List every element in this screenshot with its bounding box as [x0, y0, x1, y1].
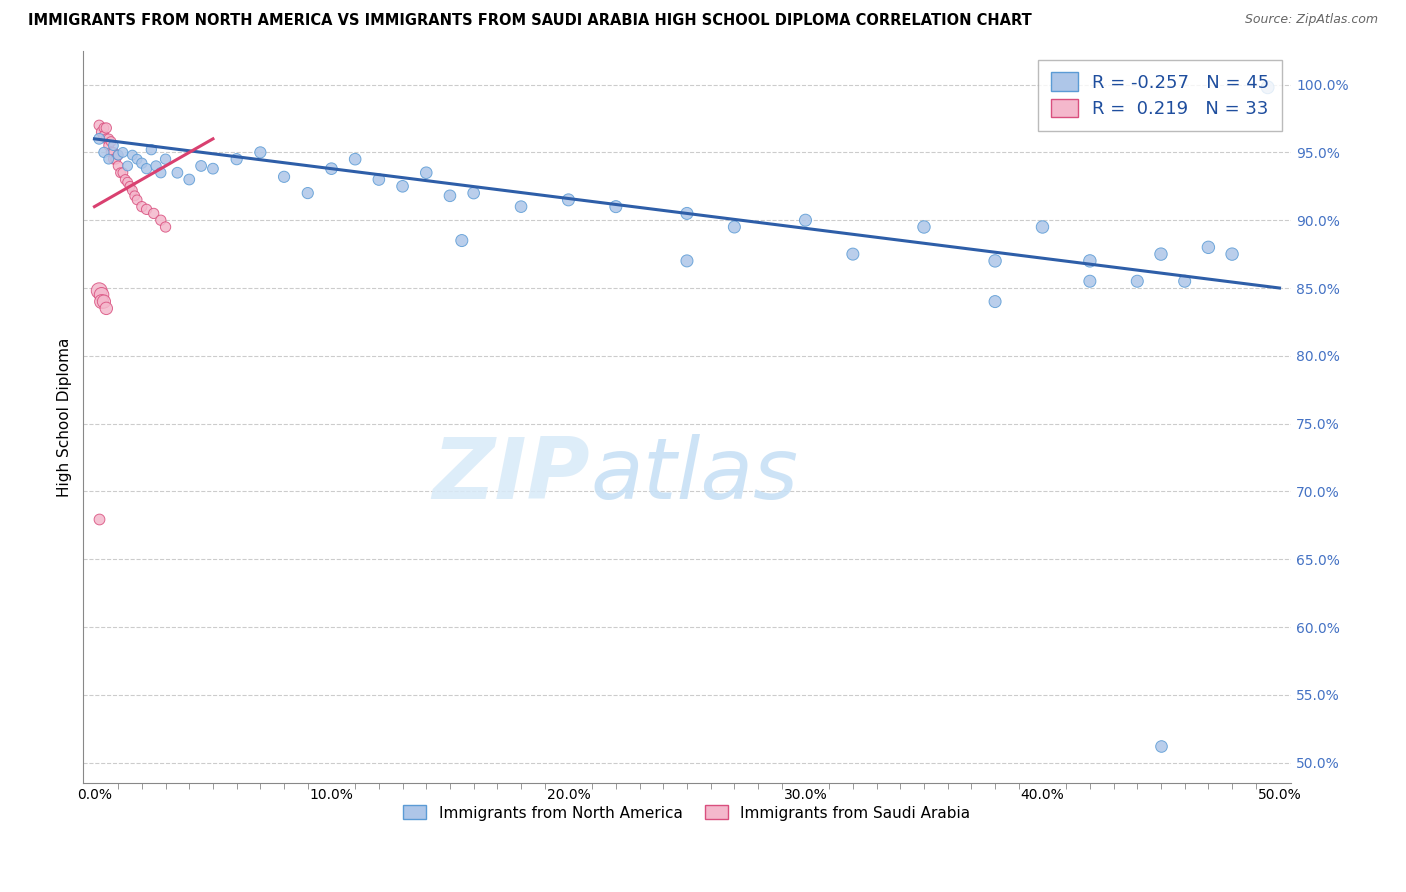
Point	[89, 511, 111, 525]
Point	[100, 145, 122, 160]
Point	[149, 166, 172, 180]
Legend: Immigrants from North America, Immigrants from Saudi Arabia: Immigrants from North America, Immigrant…	[398, 799, 977, 827]
Point	[676, 206, 699, 220]
Point	[723, 219, 745, 234]
Point	[89, 132, 111, 146]
Point	[155, 152, 177, 166]
Point	[124, 189, 146, 203]
Point	[118, 179, 141, 194]
Point	[127, 193, 149, 207]
Point	[89, 284, 111, 298]
Point	[111, 166, 134, 180]
Point	[510, 200, 533, 214]
Point	[344, 152, 367, 166]
Point	[1078, 274, 1101, 288]
Point	[225, 152, 247, 166]
Point	[676, 253, 699, 268]
Point	[104, 152, 127, 166]
Point	[110, 166, 132, 180]
Point	[107, 159, 129, 173]
Point	[557, 193, 579, 207]
Point	[190, 159, 212, 173]
Point	[367, 172, 389, 186]
Point	[141, 143, 163, 157]
Point	[439, 189, 461, 203]
Point	[297, 186, 319, 200]
Point	[107, 148, 129, 162]
Point	[166, 166, 188, 180]
Point	[142, 206, 165, 220]
Point	[1150, 247, 1173, 261]
Point	[93, 294, 115, 309]
Point	[391, 179, 413, 194]
Point	[149, 213, 172, 227]
Text: atlas: atlas	[591, 434, 799, 517]
Y-axis label: High School Diploma: High School Diploma	[58, 337, 72, 497]
Point	[97, 132, 120, 146]
Point	[145, 159, 167, 173]
Point	[111, 145, 134, 160]
Point	[1197, 240, 1219, 254]
Point	[135, 161, 157, 176]
Point	[96, 301, 118, 316]
Point	[794, 213, 817, 227]
Point	[249, 145, 271, 160]
Point	[201, 161, 224, 176]
Point	[117, 159, 139, 173]
Point	[912, 219, 935, 234]
Point	[127, 152, 149, 166]
Point	[1150, 739, 1173, 754]
Point	[89, 118, 111, 132]
Point	[131, 200, 153, 214]
Point	[984, 253, 1007, 268]
Point	[605, 200, 627, 214]
Point	[97, 152, 120, 166]
Text: Source: ZipAtlas.com: Source: ZipAtlas.com	[1244, 13, 1378, 27]
Point	[100, 135, 122, 149]
Point	[135, 202, 157, 217]
Point	[97, 138, 120, 153]
Point	[103, 138, 125, 153]
Point	[90, 125, 112, 139]
Point	[103, 152, 125, 166]
Point	[155, 219, 177, 234]
Point	[1126, 274, 1149, 288]
Point	[179, 172, 201, 186]
Point	[131, 156, 153, 170]
Point	[415, 166, 437, 180]
Point	[93, 145, 115, 160]
Point	[90, 287, 112, 301]
Text: ZIP: ZIP	[433, 434, 591, 517]
Point	[463, 186, 485, 200]
Point	[93, 129, 115, 144]
Point	[90, 294, 112, 309]
Point	[984, 294, 1007, 309]
Point	[96, 132, 118, 146]
Point	[121, 148, 143, 162]
Point	[121, 183, 143, 197]
Point	[117, 175, 139, 189]
Point	[842, 247, 865, 261]
Point	[450, 234, 472, 248]
Point	[1220, 247, 1243, 261]
Text: IMMIGRANTS FROM NORTH AMERICA VS IMMIGRANTS FROM SAUDI ARABIA HIGH SCHOOL DIPLOM: IMMIGRANTS FROM NORTH AMERICA VS IMMIGRA…	[28, 13, 1032, 29]
Point	[96, 120, 118, 135]
Point	[107, 148, 129, 162]
Point	[93, 120, 115, 135]
Point	[1174, 274, 1197, 288]
Point	[114, 172, 136, 186]
Point	[321, 161, 343, 176]
Point	[273, 169, 295, 184]
Point	[1078, 253, 1101, 268]
Point	[1031, 219, 1053, 234]
Point	[103, 145, 125, 160]
Point	[1257, 80, 1279, 95]
